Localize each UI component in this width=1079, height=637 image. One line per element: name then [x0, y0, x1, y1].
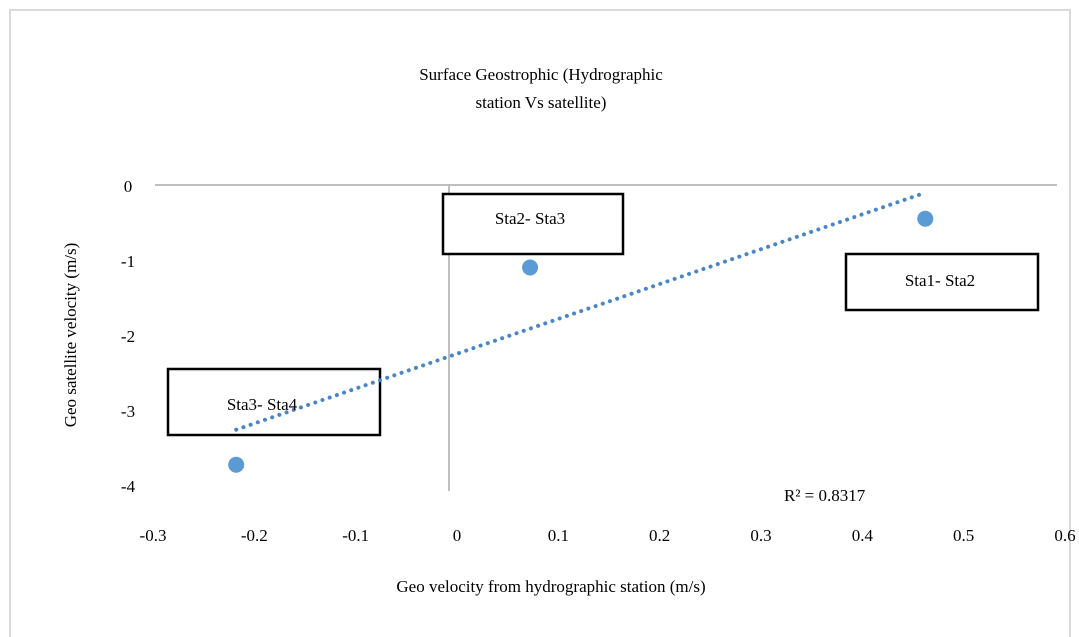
x-tick-label: 0.4	[852, 526, 874, 545]
x-tick-label: -0.2	[241, 526, 268, 545]
trendline-label: R² = 0.8317	[784, 486, 866, 505]
y-tick-label: -1	[121, 252, 135, 271]
x-tick-label: -0.3	[140, 526, 167, 545]
y-tick-label: -4	[121, 477, 136, 496]
y-tick-label: -3	[121, 402, 135, 421]
x-axis-label: Geo velocity from hydrographic station (…	[396, 577, 705, 596]
chart-border	[9, 9, 1071, 637]
x-tick-label: 0.6	[1054, 526, 1075, 545]
y-axis-label: Geo satellite velocity (m/s)	[61, 243, 80, 428]
annotation-label: Sta2- Sta3	[495, 209, 565, 228]
x-tick-label: 0	[453, 526, 462, 545]
y-tick-label: 0	[124, 177, 133, 196]
annotation-label: Sta1- Sta2	[905, 271, 975, 290]
x-tick-label: 0.5	[953, 526, 974, 545]
annotation-box	[166, 367, 382, 437]
annotation-label: Sta3- Sta4	[227, 395, 298, 414]
x-tick-label: -0.1	[342, 526, 369, 545]
x-tick-label: 0.1	[548, 526, 569, 545]
annotation-box	[844, 252, 1040, 312]
y-tick-label: -2	[121, 327, 135, 346]
chart-title: Surface Geostrophic (Hydrographic	[419, 65, 663, 84]
point	[522, 259, 539, 276]
point	[228, 456, 245, 473]
x-tick-label: 0.2	[649, 526, 670, 545]
chart-subtitle: station Vs satellite)	[476, 93, 607, 112]
x-tick-label: 0.3	[750, 526, 771, 545]
point	[917, 210, 934, 227]
trendline	[234, 190, 928, 432]
annotation-box	[441, 192, 625, 256]
